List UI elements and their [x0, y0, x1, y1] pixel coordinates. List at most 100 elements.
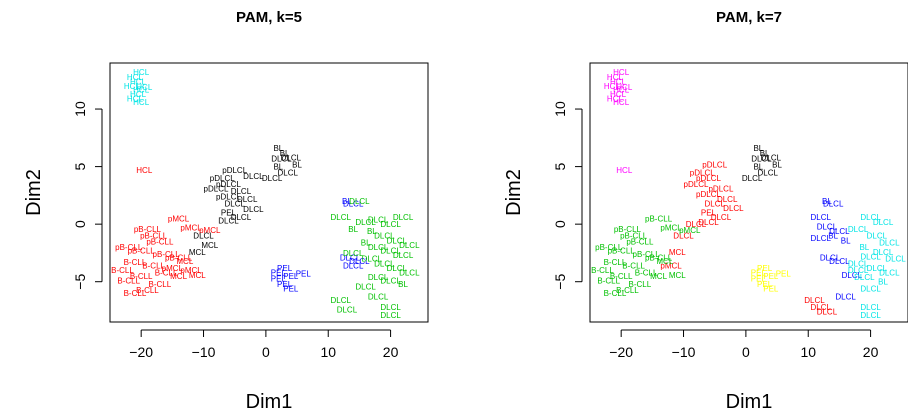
data-point: DLCL [723, 204, 744, 213]
y-tick-label: 0 [72, 220, 88, 228]
data-point: HCL [133, 68, 150, 77]
data-point: DLCL [860, 213, 881, 222]
data-point: DLCL [374, 259, 395, 268]
data-point: DLCL [757, 168, 778, 177]
data-point: B-CLL [597, 277, 620, 286]
data-point: PEL [296, 270, 312, 279]
data-point: DLCL [854, 273, 875, 282]
data-point: B-CLL [629, 280, 652, 289]
x-tick-label: 0 [262, 344, 270, 360]
data-point: DLCL [399, 241, 420, 250]
data-point: pB-CLL [595, 243, 623, 252]
data-point: DLCL [343, 262, 364, 271]
data-point: DLCL [343, 249, 364, 258]
data-point: DLCL [804, 296, 825, 305]
x-axis-label: Dim1 [246, 391, 293, 413]
x-tick-label: −10 [192, 344, 216, 360]
data-point: PEL [277, 280, 293, 289]
data-point: DLCL [842, 271, 863, 280]
data-point: DLCL [330, 296, 351, 305]
data-point: DLCL [829, 257, 850, 266]
data-point: BL [859, 243, 869, 252]
x-axis-label: Dim1 [726, 391, 773, 413]
data-point: DLCL [879, 269, 900, 278]
plot-frame [109, 62, 429, 323]
data-point: BL [822, 197, 832, 206]
data-point: HCL [610, 90, 627, 99]
y-tick-label: 10 [72, 101, 88, 117]
data-point: HCL [136, 166, 153, 175]
data-point: pDLCL [684, 180, 709, 189]
data-point: HCL [613, 98, 630, 107]
data-point: B-CLL [591, 266, 614, 275]
data-point: B-CLL [155, 269, 178, 278]
data-point: DLCL [362, 255, 383, 264]
data-point: DLCL [340, 254, 361, 263]
data-point: HCL [607, 73, 624, 82]
data-point: B-CLL [622, 262, 645, 271]
data-point: pDLCL [690, 168, 715, 177]
data-point: DLCL [810, 234, 831, 243]
data-point: HCL [130, 77, 147, 86]
data-point: MCL [189, 271, 206, 280]
data-point: DLCL [243, 205, 264, 214]
data-point: DLCL [823, 199, 844, 208]
data-point: DLCL [885, 255, 906, 264]
data-point: DLCL [860, 303, 881, 312]
data-point: B-CLL [635, 269, 658, 278]
data-point: pB-CLL [608, 247, 636, 256]
data-point: DLCL [817, 222, 838, 231]
data-point: pMCL [199, 226, 221, 235]
data-point: PEL [751, 274, 767, 283]
data-point: B-CLL [136, 286, 159, 295]
data-point: DLCL [368, 216, 389, 225]
data-point: BL [753, 163, 763, 172]
data-point: BL [348, 225, 358, 234]
data-point: DLCL [218, 217, 239, 226]
chart-title: PAM, k=5 [236, 9, 302, 26]
data-point: DLCL [380, 303, 401, 312]
data-point: MCL [650, 272, 667, 281]
data-point: pMCL [168, 214, 190, 223]
data-point: DLCL [343, 199, 364, 208]
data-point: DLCL [237, 195, 258, 204]
data-point: PEL [277, 264, 293, 273]
y-tick-label: −5 [72, 274, 88, 290]
y-axis-label: Dim2 [503, 169, 525, 216]
data-point: B-CLL [142, 262, 165, 271]
data-point: pB-CLL [620, 232, 648, 241]
data-point: pB-CLL [128, 247, 156, 256]
data-point: BL [760, 149, 770, 158]
data-point: pB-CLL [153, 250, 181, 259]
data-point: PEL [763, 285, 779, 294]
data-point: HCL [127, 73, 144, 82]
data-point: DLCL [393, 213, 414, 222]
data-point: DLCL [820, 254, 841, 263]
data-point: DLCL [704, 199, 725, 208]
data-point: HCL [610, 77, 627, 86]
data-point: DLCL [399, 269, 420, 278]
data-point: pDLCL [216, 180, 241, 189]
data-point: PEL [776, 270, 792, 279]
y-tick-label: −5 [552, 274, 568, 290]
data-point: B-CLL [616, 286, 639, 295]
y-tick-label: 10 [552, 101, 568, 117]
data-point: B-CLL [117, 277, 140, 286]
data-point: DLCL [873, 248, 894, 257]
data-point: DLCL [387, 264, 408, 273]
data-point: pMCL [162, 264, 184, 273]
data-point: BL [841, 236, 851, 245]
data-point: DLCL [380, 311, 401, 320]
x-tick-label: 20 [863, 344, 879, 360]
data-point: DLCL [867, 232, 888, 241]
data-point: pB-CLL [645, 254, 673, 263]
data-point: PEL [283, 285, 299, 294]
data-point: DLCL [835, 293, 856, 302]
data-point: DLCL [848, 266, 869, 275]
data-point: DLCL [711, 213, 732, 222]
data-point: DLCL [374, 232, 395, 241]
data-point: HCL [616, 83, 633, 92]
data-point: MCL [189, 248, 206, 257]
x-tick-label: −20 [129, 344, 153, 360]
data-point: BL [828, 232, 838, 241]
